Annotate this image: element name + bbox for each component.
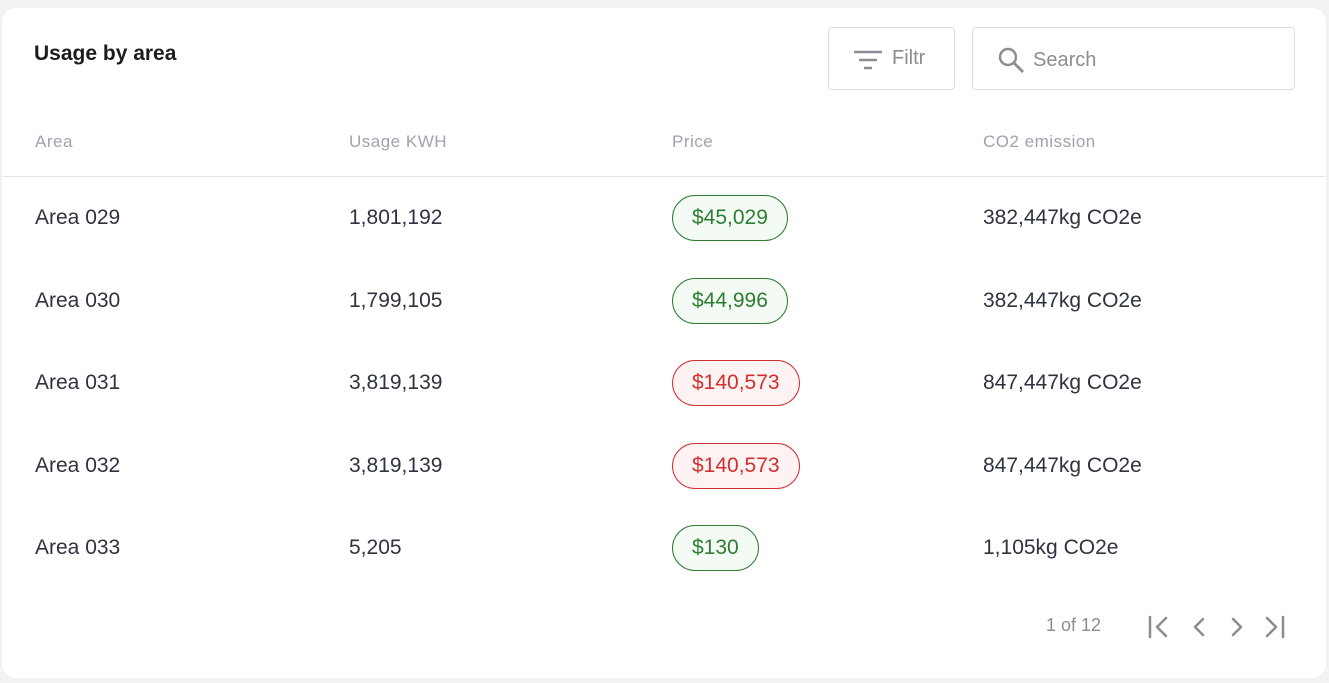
- table-cell: 1,105kg CO2e: [983, 536, 1119, 559]
- table-cell: Area 033: [35, 536, 121, 559]
- filter-icon: [854, 50, 882, 70]
- prev-page[interactable]: [1193, 617, 1205, 637]
- table-card: Usage by area Filtr Search 1 of 12 Area U…: [2, 8, 1326, 678]
- price-badge: $140,573: [672, 442, 800, 489]
- column-header: CO2 emission: [983, 132, 1096, 151]
- table-cell: 847,447kg CO2e: [983, 453, 1142, 477]
- card-title: Usage by area: [34, 42, 177, 65]
- table-cell: 382,447kg CO2e: [983, 206, 1142, 229]
- table-cell: 1,799,105: [349, 288, 443, 312]
- table-cell: 847,447kg CO2e: [983, 371, 1142, 394]
- column-header: Price: [672, 132, 714, 151]
- table-cell: 3,819,139: [349, 453, 443, 477]
- table-cell: Area 030: [35, 288, 121, 312]
- pagination-controls: [1148, 615, 1285, 639]
- table-cell: Area 032: [35, 453, 121, 477]
- table-cell: 3,819,139: [349, 371, 443, 394]
- price-badge: $44,996: [672, 277, 788, 324]
- last-page[interactable]: [1265, 615, 1285, 639]
- price-badge: $130: [672, 525, 759, 571]
- search-placeholder: Search: [1033, 49, 1097, 71]
- column-header: Usage KWH: [349, 132, 448, 151]
- pagination-label: 1 of 12: [1046, 615, 1102, 635]
- table-cell: Area 029: [35, 206, 121, 229]
- table-cell: 5,205: [349, 536, 402, 559]
- filter-label: Filtr: [892, 47, 926, 69]
- table-cell: 1,801,192: [349, 206, 443, 229]
- table-cell: 382,447kg CO2e: [983, 288, 1142, 312]
- column-header: Area: [35, 132, 73, 151]
- first-page[interactable]: [1148, 615, 1168, 639]
- table-cell: Area 031: [35, 371, 121, 394]
- filter-button[interactable]: Filtr: [828, 27, 955, 90]
- search-icon: [998, 47, 1024, 73]
- price-badge: $140,573: [672, 360, 800, 406]
- search-box[interactable]: Search: [972, 27, 1295, 90]
- next-page[interactable]: [1231, 617, 1243, 637]
- header-divider: [2, 176, 1326, 177]
- price-badge: $45,029: [672, 195, 788, 241]
